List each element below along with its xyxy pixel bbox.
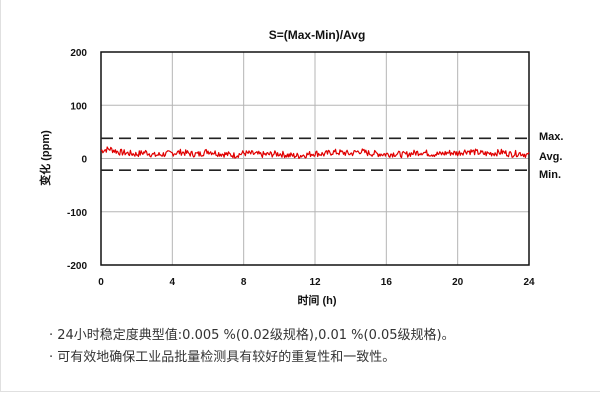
note-line: · 可有效地确保工业品批量检测具有较好的重复性和一致性。	[49, 350, 396, 365]
x-tick-label: 8	[241, 277, 247, 288]
stability-chart: S=(Max-Min)/Avg 200 100 0 -100 -200 0 4 8 12 16 2…	[38, 28, 563, 307]
y-tick-label: 200	[70, 48, 87, 59]
reference-label: Max.	[539, 131, 563, 143]
x-tick-label: 12	[309, 277, 321, 288]
notes: · 24小时稳定度典型值:0.005 %(0.02级规格),0.01 %(0.0…	[49, 325, 455, 369]
series-line	[100, 146, 530, 159]
y-tick-label: 0	[81, 155, 87, 166]
x-tick-labels: 0 4 8 12 16 20 24	[98, 277, 535, 288]
x-tick-label: 0	[98, 277, 104, 288]
reference-labels: Max. Avg. Min.	[539, 131, 563, 181]
x-axis-label: 时间 (h)	[297, 293, 336, 307]
x-tick-label: 24	[523, 277, 535, 288]
reference-label: Min.	[539, 169, 561, 181]
chart-title: S=(Max-Min)/Avg	[269, 28, 366, 42]
y-tick-label: -200	[67, 261, 87, 272]
y-tick-labels: 200 100 0 -100 -200	[67, 48, 87, 272]
grid	[100, 51, 530, 266]
plot-frame	[100, 51, 530, 266]
x-tick-label: 16	[381, 277, 393, 288]
y-axis-label: 变化 (ppm)	[38, 130, 52, 186]
y-tick-label: 100	[70, 101, 87, 112]
y-tick-label: -100	[67, 208, 87, 219]
series-group	[100, 146, 530, 159]
reference-label: Avg.	[539, 151, 562, 163]
x-tick-label: 20	[452, 277, 464, 288]
x-tick-label: 4	[170, 277, 176, 288]
content-panel: S=(Max-Min)/Avg 200 100 0 -100 -200 0 4 8 12 16 2…	[0, 0, 600, 392]
note-line: · 24小时稳定度典型值:0.005 %(0.02级规格),0.01 %(0.0…	[49, 328, 455, 343]
